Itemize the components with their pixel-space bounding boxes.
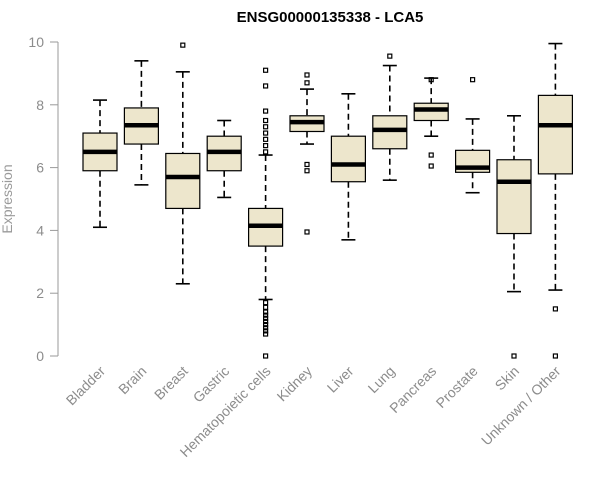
outlier-point xyxy=(511,353,517,359)
box-iqr xyxy=(330,135,366,183)
outlier-point xyxy=(387,53,393,59)
outlier-point xyxy=(263,304,269,310)
y-tick-label: 0 xyxy=(36,348,44,364)
box-iqr xyxy=(165,152,201,210)
y-ticks: 0 2 4 6 8 10 xyxy=(28,34,58,364)
box-group xyxy=(455,77,491,194)
outlier-point xyxy=(304,168,310,174)
box-iqr xyxy=(413,102,449,122)
y-tick-label: 10 xyxy=(28,34,44,50)
box-group xyxy=(330,93,366,241)
box-series xyxy=(82,42,574,359)
box-group xyxy=(82,99,118,229)
x-tick-label: Prostate xyxy=(433,363,481,411)
outlier-point xyxy=(552,306,559,312)
outlier-point xyxy=(263,149,269,155)
box-group xyxy=(372,53,408,181)
outlier-point xyxy=(428,77,434,83)
x-tick-label: Brain xyxy=(115,363,149,397)
box-iqr xyxy=(537,94,574,175)
outlier-point xyxy=(263,328,269,334)
y-tick-label: 2 xyxy=(36,285,44,301)
outlier-point xyxy=(263,130,269,136)
x-tick-label: Breast xyxy=(151,363,191,403)
x-tick-label: Lung xyxy=(365,363,398,396)
outlier-point xyxy=(552,353,559,359)
x-tick-label: Skin xyxy=(492,363,523,394)
x-tick-label: Bladder xyxy=(63,363,109,409)
outlier-point xyxy=(263,124,269,130)
box-group xyxy=(123,60,160,186)
outlier-point xyxy=(263,143,269,149)
box-group xyxy=(496,114,532,359)
outlier-point xyxy=(263,315,269,321)
outlier-point xyxy=(263,322,269,328)
box-group xyxy=(248,67,284,359)
outlier-point xyxy=(304,72,310,78)
outlier-point xyxy=(304,161,310,168)
outlier-point xyxy=(263,309,269,315)
chart-title: ENSG00000135338 - LCA5 xyxy=(237,9,424,26)
outlier-point xyxy=(428,152,434,158)
y-tick-label: 4 xyxy=(36,222,44,238)
outlier-point xyxy=(263,325,269,331)
outlier-point xyxy=(263,108,269,114)
box-group xyxy=(413,77,449,169)
box-iqr xyxy=(372,115,408,150)
outlier-point xyxy=(263,331,269,337)
outlier-point xyxy=(263,312,269,318)
x-tick-label: Unknown / Other xyxy=(478,363,564,449)
outlier-point xyxy=(428,163,434,169)
y-tick-label: 8 xyxy=(36,97,44,113)
outlier-point xyxy=(470,77,476,83)
outlier-point xyxy=(263,300,269,306)
y-tick-label: 6 xyxy=(36,160,44,176)
box-group xyxy=(165,42,201,285)
outlier-point xyxy=(304,229,310,235)
x-tick-label: Kidney xyxy=(274,363,316,405)
outlier-point xyxy=(263,67,269,73)
outlier-point xyxy=(263,353,269,359)
outlier-point xyxy=(304,80,310,86)
y-axis-label: Expression xyxy=(0,164,15,233)
outlier-point xyxy=(263,318,269,325)
outlier-point xyxy=(263,117,269,124)
box-group xyxy=(537,42,574,359)
box-iqr xyxy=(496,159,532,235)
outlier-point xyxy=(263,136,269,142)
box-group xyxy=(206,119,242,199)
x-tick-label: Liver xyxy=(324,363,357,396)
box-group xyxy=(289,72,325,235)
outlier-point xyxy=(263,83,269,89)
outlier-point xyxy=(180,42,186,48)
